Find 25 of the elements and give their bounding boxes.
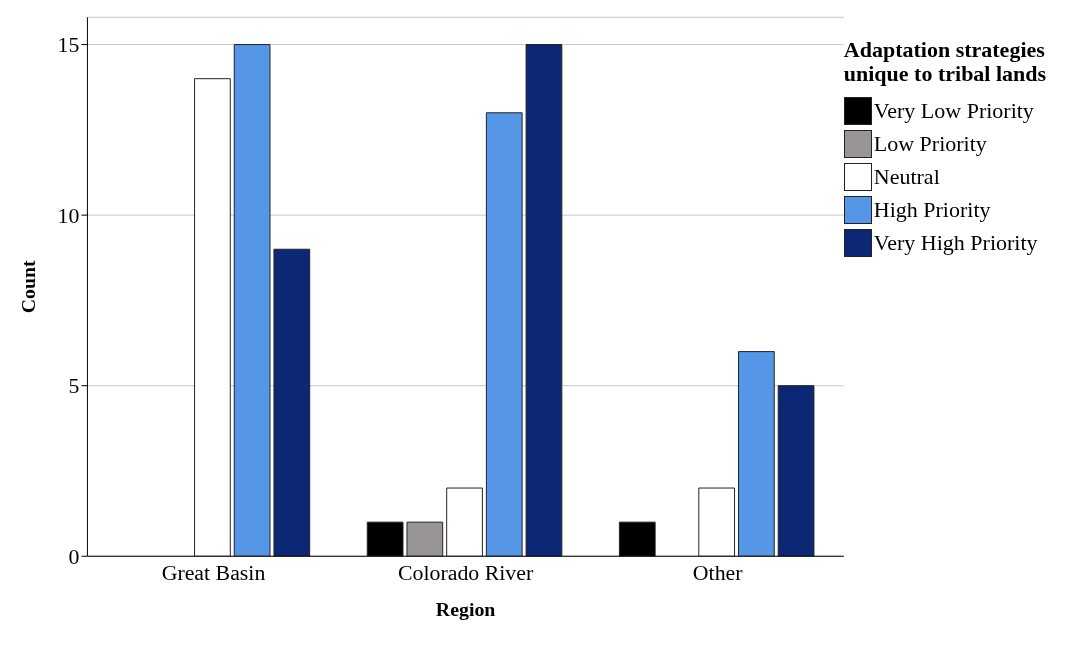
bar xyxy=(233,44,271,557)
x-tick-label: Other xyxy=(692,560,744,585)
y-tick-label: 0 xyxy=(68,545,80,570)
x-tick-label: Great Basin xyxy=(161,560,266,585)
legend-title: Adaptation strategies unique to tribal lands xyxy=(843,37,1048,86)
y-axis-title: Count xyxy=(16,259,39,314)
legend-label: Very Low Priority xyxy=(873,97,1034,124)
legend-label: Low Priority xyxy=(873,130,987,157)
bar xyxy=(777,385,815,557)
bar xyxy=(698,487,736,557)
legend-label: Neutral xyxy=(873,163,940,190)
legend-label: Very High Priority xyxy=(873,229,1038,256)
bar xyxy=(406,521,444,557)
bar xyxy=(485,112,523,557)
bar xyxy=(194,78,231,557)
bar xyxy=(273,248,311,557)
bar xyxy=(525,44,563,557)
x-axis-title: Region xyxy=(435,597,496,620)
y-tick-label: 10 xyxy=(57,203,80,228)
bar xyxy=(738,351,775,557)
y-tick-label: 5 xyxy=(68,374,80,399)
legend-label: High Priority xyxy=(873,196,991,223)
y-tick-label: 15 xyxy=(57,33,80,58)
bar xyxy=(446,487,483,557)
x-tick-label: Colorado River xyxy=(397,560,534,585)
